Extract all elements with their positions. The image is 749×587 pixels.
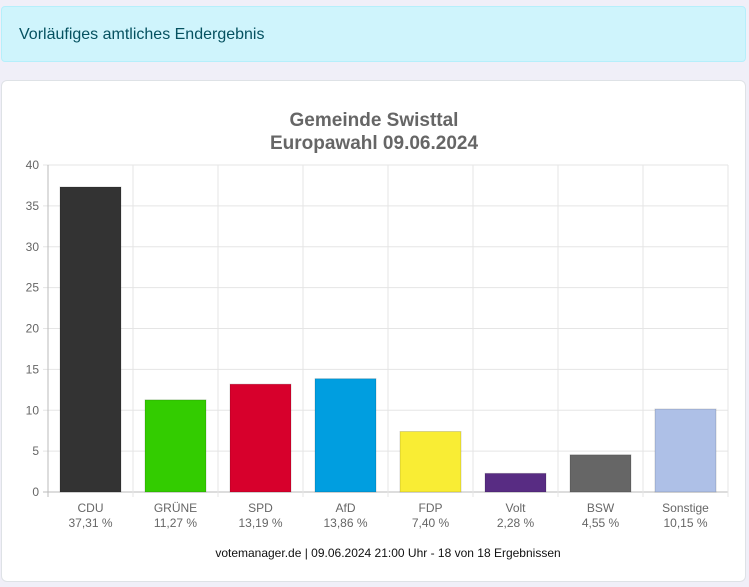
x-value-label: 2,28 % <box>497 516 535 530</box>
x-category-label: SPD <box>248 501 273 515</box>
x-category-label: FDP <box>419 501 443 515</box>
x-value-label: 13,86 % <box>323 516 367 530</box>
x-category-label: Volt <box>505 501 526 515</box>
bar-bsw <box>569 454 632 493</box>
bar-afd <box>314 378 377 493</box>
y-tick-label: 25 <box>26 281 40 295</box>
bar-sonstige <box>654 408 717 493</box>
y-tick-label: 30 <box>26 240 40 254</box>
bar-grüne <box>144 399 207 493</box>
x-value-label: 37,31 % <box>68 516 112 530</box>
bars <box>59 186 717 493</box>
y-tick-label: 35 <box>26 199 40 213</box>
y-tick-label: 5 <box>32 444 39 458</box>
y-tick-label: 20 <box>26 322 40 336</box>
x-category-label: Sonstige <box>662 501 709 515</box>
bar-volt <box>484 472 547 493</box>
bar-fdp <box>399 431 462 493</box>
x-value-label: 4,55 % <box>582 516 620 530</box>
y-tick-label: 10 <box>26 403 40 417</box>
y-tick-label: 40 <box>26 158 40 172</box>
x-category-label: GRÜNE <box>154 501 197 515</box>
x-category-label: CDU <box>78 501 104 515</box>
bar-spd <box>229 383 292 493</box>
chart-title-line-1: Gemeinde Swisttal <box>290 110 459 131</box>
y-tick-label: 0 <box>32 485 39 499</box>
y-tick-label: 15 <box>26 362 40 376</box>
x-category-label: BSW <box>587 501 615 515</box>
chart-card: Gemeinde Swisttal Europawahl 09.06.2024 … <box>1 80 746 582</box>
election-bar-chart: Gemeinde Swisttal Europawahl 09.06.2024 … <box>26 110 729 560</box>
y-axis-ticks: 0 5 10 15 20 25 30 35 40 <box>26 158 40 499</box>
x-value-label: 7,40 % <box>412 516 450 530</box>
result-status-notice: Vorläufiges amtliches Endergebnis <box>1 6 746 62</box>
chart-footer-source: votemanager.de | 09.06.2024 21:00 Uhr - … <box>215 546 560 560</box>
chart-title-line-2: Europawahl 09.06.2024 <box>270 133 478 154</box>
x-value-label: 13,19 % <box>238 516 282 530</box>
grid-lines <box>43 164 729 497</box>
x-value-label: 10,15 % <box>663 516 707 530</box>
x-category-label: AfD <box>335 501 355 515</box>
bar-cdu <box>59 186 122 493</box>
x-value-label: 11,27 % <box>154 516 197 530</box>
